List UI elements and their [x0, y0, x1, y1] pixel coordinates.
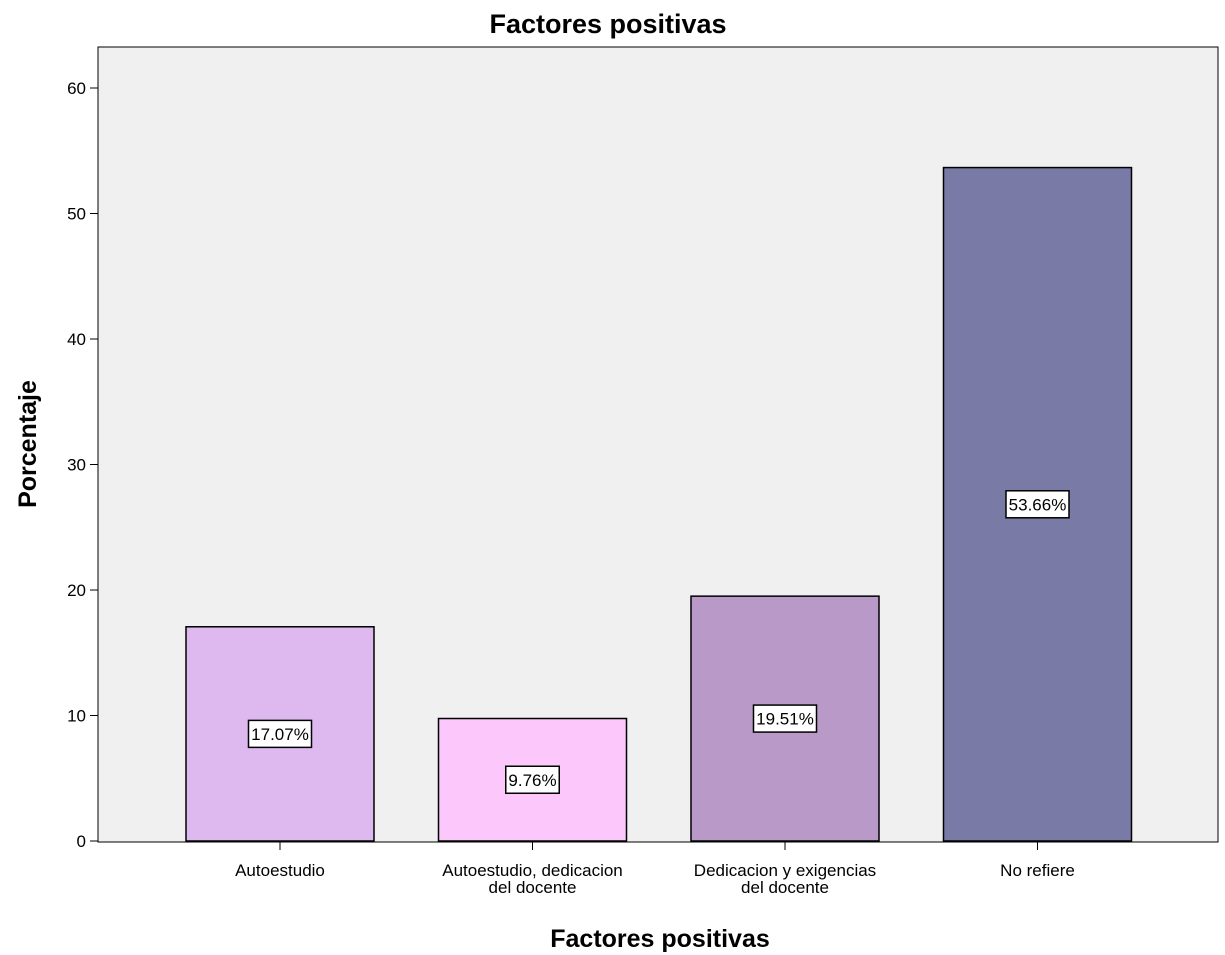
y-tick-label: 50 [67, 205, 86, 224]
data-label: 17.07% [251, 725, 309, 744]
data-label-box [247, 719, 313, 749]
y-tick-label: 40 [67, 330, 86, 349]
chart-title: Factores positivas [489, 9, 726, 39]
y-tick-label: 30 [67, 456, 86, 475]
y-axis-title: Porcentaje [14, 380, 42, 508]
bars: 17.07% 9.76% 19.51% 53.66% [185, 166, 1133, 842]
x-tick-label: Autoestudio, dedicacion [442, 861, 623, 880]
x-tick-label: Autoestudio [235, 861, 325, 880]
data-label-box [752, 704, 818, 733]
x-tick-label: del docente [741, 878, 829, 897]
y-tick-label: 20 [67, 581, 86, 600]
y-tick-label: 60 [67, 79, 86, 98]
data-label: 9.76% [508, 771, 556, 790]
data-label-box [1005, 490, 1070, 519]
x-tick-label: del docente [489, 878, 577, 897]
x-tick-label: No refiere [1000, 861, 1075, 880]
y-tick-label: 0 [77, 832, 86, 851]
x-tick-label: Dedicacion y exigencias [694, 861, 876, 880]
y-axis: 0 10 20 30 40 50 60 [67, 79, 98, 851]
data-label: 53.66% [1009, 495, 1067, 514]
data-label: 19.51% [756, 710, 814, 729]
y-tick-label: 10 [67, 707, 86, 726]
data-label-box [505, 765, 560, 795]
x-axis-title: Factores positivas [550, 925, 770, 953]
